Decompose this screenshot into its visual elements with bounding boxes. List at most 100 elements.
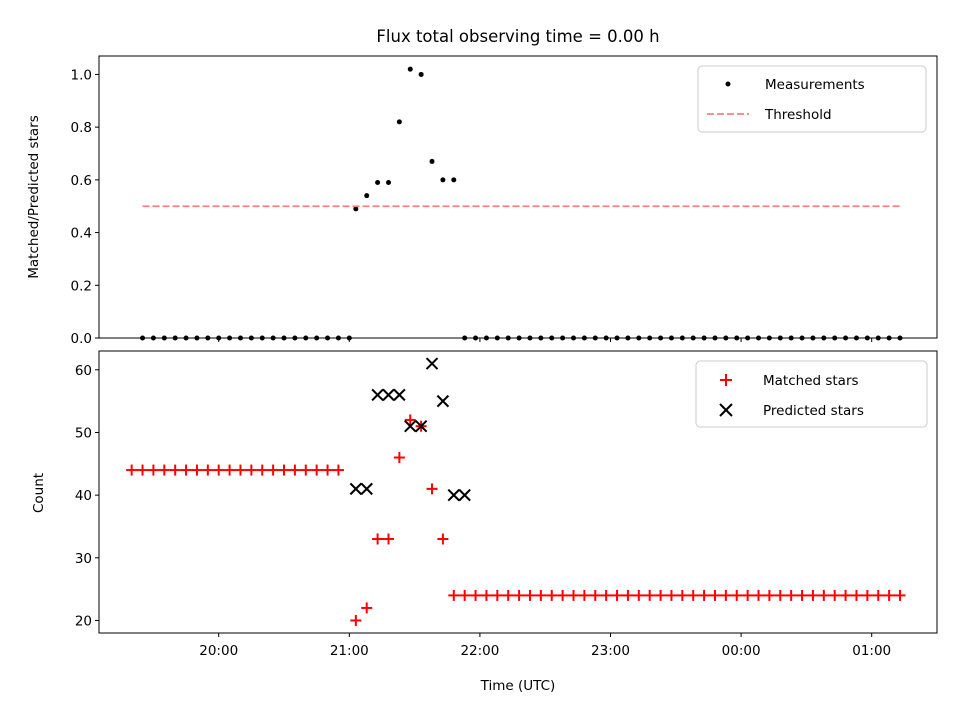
- y-tick-label: 0.6: [71, 173, 92, 189]
- matched-star-point: [894, 589, 906, 601]
- matched-star-point: [372, 533, 384, 545]
- bottom-axes-frame: [98, 350, 938, 634]
- matched-star-point: [535, 589, 547, 601]
- matched-star-point: [883, 589, 895, 601]
- bottom-legend: Matched stars Predicted stars: [695, 360, 928, 428]
- matched-star-point: [655, 589, 667, 601]
- matched-star-point: [633, 589, 645, 601]
- matched-star-point: [742, 589, 754, 601]
- matched-star-point: [502, 589, 514, 601]
- matched-star-point: [753, 589, 765, 601]
- matched-star-point: [818, 589, 830, 601]
- bottom-y-axis-label: Count: [31, 473, 47, 513]
- matched-star-point: [470, 589, 482, 601]
- measurement-point: [407, 66, 413, 72]
- matched-star-point: [147, 464, 159, 476]
- legend-measurements-label: Measurements: [765, 77, 865, 93]
- top-legend-frame: [697, 65, 927, 133]
- legend-predicted-stars-marker: [719, 403, 733, 417]
- predicted-star-point: [414, 419, 428, 433]
- measurement-point: [418, 71, 424, 77]
- matched-star-point: [568, 589, 580, 601]
- matched-star-point: [332, 464, 344, 476]
- matched-star-point: [361, 602, 373, 614]
- matched-star-point: [524, 589, 536, 601]
- matched-star-point: [426, 483, 438, 495]
- matched-star-point: [245, 464, 257, 476]
- top-panel: 0.0 0.2 0.4 0.6 0.8 1.0: [71, 66, 903, 347]
- measurement-point: [385, 180, 391, 186]
- predicted-star-point: [382, 388, 395, 402]
- measurement-point: [396, 119, 402, 125]
- x-tick-label: 00:00: [722, 643, 761, 659]
- predicted-star-point: [349, 482, 363, 496]
- legend-matched-stars-label: Matched stars: [763, 373, 859, 389]
- top-y-axis-label: Matched/Predicted stars: [26, 115, 42, 278]
- matched-star-point: [774, 589, 786, 601]
- y-tick-label: 50: [75, 425, 92, 441]
- y-tick-label: 0.8: [71, 120, 92, 136]
- y-tick-label: 1.0: [71, 67, 92, 83]
- x-tick-label: 22:00: [460, 643, 499, 659]
- matched-star-point: [289, 464, 301, 476]
- matched-star-point: [322, 464, 334, 476]
- x-tick-label: 23:00: [591, 643, 630, 659]
- matched-star-point: [256, 464, 268, 476]
- matched-star-point: [350, 614, 362, 626]
- legend-measurements-marker: [725, 81, 731, 87]
- matched-star-point: [202, 464, 214, 476]
- matched-star-point: [234, 464, 246, 476]
- matched-star-point: [807, 589, 819, 601]
- predicted-star-point: [436, 394, 450, 408]
- matched-star-point: [698, 589, 710, 601]
- matched-star-point: [393, 452, 405, 464]
- matched-star-point: [557, 589, 569, 601]
- measurement-point: [364, 193, 370, 199]
- matched-star-point: [622, 589, 634, 601]
- y-tick-label: 0.4: [71, 226, 92, 242]
- matched-star-point: [644, 589, 656, 601]
- matched-star-point: [665, 589, 677, 601]
- matched-star-point: [300, 464, 312, 476]
- measurement-point: [353, 206, 359, 212]
- predicted-star-point: [393, 388, 406, 402]
- measurement-point: [429, 158, 435, 164]
- matched-star-point: [611, 589, 623, 601]
- matched-star-point: [861, 589, 873, 601]
- matched-star-point: [785, 589, 797, 601]
- legend-threshold-label: Threshold: [764, 107, 832, 123]
- matched-star-point: [448, 589, 460, 601]
- matched-star-point: [169, 464, 181, 476]
- matched-star-point: [459, 589, 471, 601]
- matched-star-point: [589, 589, 601, 601]
- top-axes-frame: [98, 55, 938, 339]
- matched-star-point: [126, 464, 138, 476]
- matched-star-point: [676, 589, 688, 601]
- matched-star-point: [311, 464, 323, 476]
- matched-star-point: [796, 589, 808, 601]
- matched-star-point: [491, 589, 503, 601]
- measurement-point: [451, 177, 457, 183]
- matched-star-point: [829, 589, 841, 601]
- matched-star-point: [382, 533, 394, 545]
- matched-star-point: [546, 589, 558, 601]
- legend-matched-stars-marker: [720, 374, 732, 386]
- top-chart-title: Flux total observing time = 0.00 h: [376, 27, 659, 46]
- y-tick-label: 20: [75, 613, 92, 629]
- predicted-star-point: [425, 357, 439, 370]
- matched-star-point: [158, 464, 170, 476]
- predicted-star-point: [360, 482, 373, 496]
- matched-star-point: [213, 464, 225, 476]
- matched-star-point: [480, 589, 492, 601]
- predicted-star-point: [458, 488, 471, 502]
- matched-star-point: [763, 589, 775, 601]
- y-tick-label: 30: [75, 551, 92, 567]
- y-tick-label: 0.0: [71, 331, 92, 347]
- top-legend: Measurements Threshold: [697, 65, 927, 133]
- matched-star-point: [872, 589, 884, 601]
- matched-star-point: [404, 414, 416, 426]
- predicted-star-point: [404, 419, 417, 433]
- matched-star-point: [731, 589, 743, 601]
- matched-star-point: [709, 589, 721, 601]
